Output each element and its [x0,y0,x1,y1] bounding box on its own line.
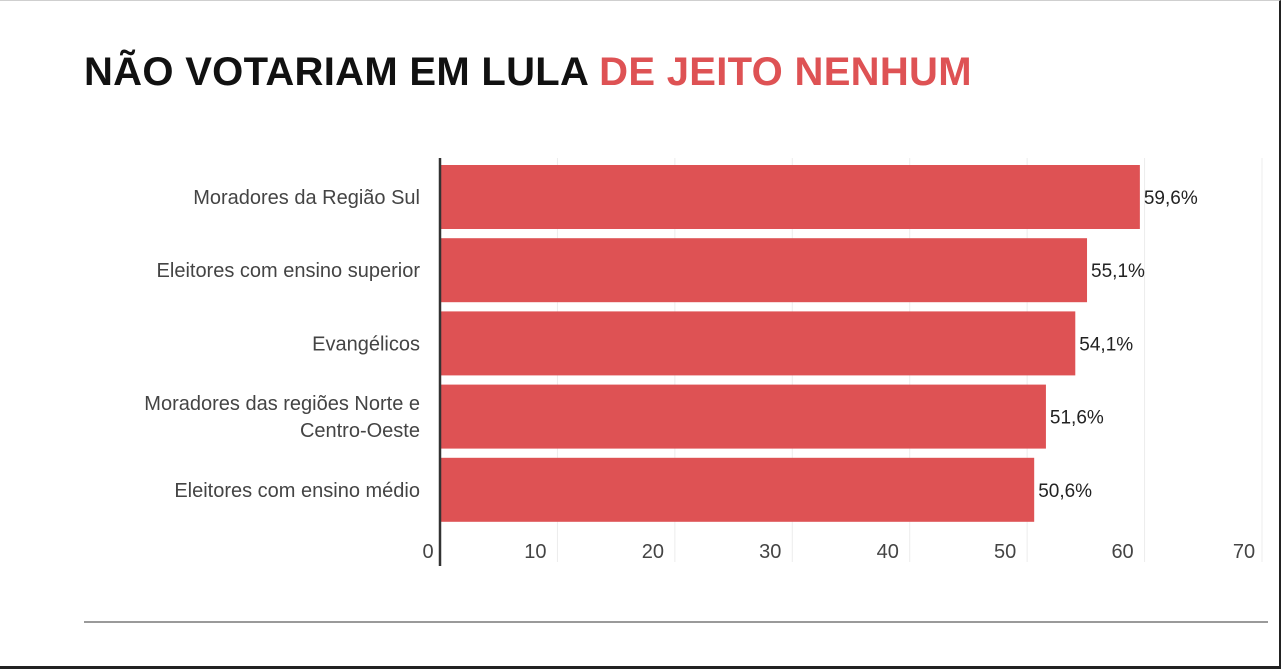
bar-0 [440,165,1140,229]
category-label-1: Eleitores com ensino superior [157,260,421,282]
category-label-0: Moradores da Região Sul [193,187,420,209]
bars [440,165,1140,522]
category-label-3-line-0: Moradores das regiões Norte e [144,393,420,415]
bar-1 [440,238,1088,303]
x-tick-label-30: 30 [759,541,781,563]
x-tick-label-60: 60 [1111,541,1133,563]
footer-divider [84,621,1268,623]
value-label-1: 55,1% [1091,261,1145,282]
bar-4 [440,457,1035,522]
x-tick-label-40: 40 [877,541,899,563]
category-label-3-line-1: Centro-Oeste [300,420,420,442]
category-label-2: Evangélicos [312,333,420,355]
chart-title: NÃO VOTARIAM EM LULA DE JEITO NENHUM [84,50,972,95]
x-tick-label-0: 0 [422,541,433,563]
title-part-accent: DE JEITO NENHUM [599,50,972,94]
x-tick-label-10: 10 [524,541,546,563]
x-tick-label-20: 20 [642,541,664,563]
value-label-4: 50,6% [1038,481,1092,502]
category-label-4: Eleitores com ensino médio [174,480,420,502]
value-label-2: 54,1% [1079,334,1133,355]
title-part-main: NÃO VOTARIAM EM LULA [84,50,588,94]
value-label-3: 51,6% [1050,408,1104,429]
value-label-0: 59,6% [1144,188,1198,209]
x-tick-label-50: 50 [994,541,1016,563]
bar-2 [440,311,1076,376]
x-tick-label-70: 70 [1233,541,1255,563]
bar-3 [440,384,1046,449]
labels: 59,6% Moradores da Região Sul 55,1% Eleitor… [144,187,1255,563]
